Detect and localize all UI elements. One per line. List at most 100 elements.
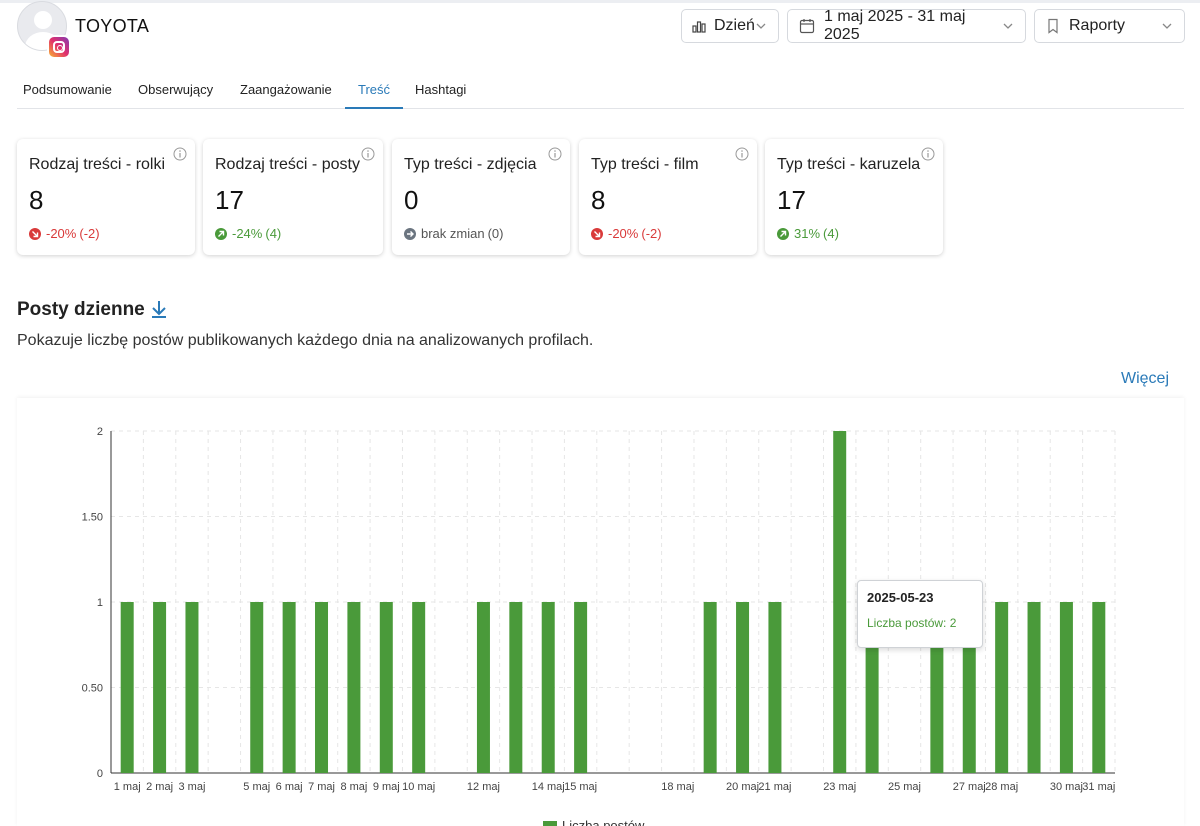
- kpi-card: Rodzaj treści - posty 17 -24% (4): [203, 139, 383, 255]
- daily-posts-chart: 0 0.50 1 1.50 2 1 maj 2 maj 3 maj 5 maj 6 maj 7 ma…: [17, 398, 1184, 826]
- x-tick-label: 8 maj: [340, 781, 367, 793]
- section-description: Pokazuje liczbę postów publikowanych każ…: [17, 332, 594, 349]
- card-change-delta: (0): [487, 226, 504, 241]
- bar-1-maj: [120, 602, 134, 773]
- kpi-card: Typ treści - zdjęcia 0 brak zmian (0): [392, 139, 570, 255]
- card-value: 8: [29, 185, 44, 215]
- card-value: 17: [777, 185, 806, 215]
- reports-select[interactable]: Raporty: [1034, 9, 1185, 43]
- x-tick-label: 7 maj: [308, 781, 335, 793]
- granularity-label: Dzień: [714, 17, 755, 34]
- chart-legend[interactable]: Liczba postów: [543, 818, 644, 826]
- x-tick-label: 5 maj: [243, 781, 270, 793]
- bar-13-maj: [509, 602, 523, 773]
- tab-zaangazowanie[interactable]: Zaangażowanie: [240, 82, 332, 97]
- card-value: 0: [404, 185, 419, 215]
- x-tick-label: 3 maj: [179, 781, 206, 793]
- info-icon[interactable]: [173, 147, 187, 166]
- card-change-pct: -20%: [608, 226, 639, 241]
- reports-label: Raporty: [1069, 17, 1126, 34]
- x-tick-label: 15 maj: [564, 781, 597, 793]
- bar-6-maj: [282, 602, 296, 773]
- bar-10-maj: [412, 602, 426, 773]
- bar-7-maj: [315, 602, 329, 773]
- trend-down-icon: [591, 227, 603, 240]
- card-change-pct: 31%: [794, 226, 821, 241]
- info-icon[interactable]: [361, 147, 375, 166]
- kpi-card: Typ treści - film 8 -20% (-2): [579, 139, 757, 255]
- bar-23-maj: [833, 431, 847, 773]
- bar-19-maj: [703, 602, 717, 773]
- legend-swatch: [543, 820, 557, 826]
- info-icon[interactable]: [735, 147, 749, 166]
- card-title: Typ treści - zdjęcia: [404, 156, 537, 173]
- download-icon[interactable]: [149, 299, 169, 324]
- date-range-label: 1 maj 2025 - 31 maj 2025: [824, 8, 966, 43]
- bar-21-maj: [768, 602, 782, 773]
- x-tick-label: 10 maj: [402, 781, 435, 793]
- tab-hashtagi[interactable]: Hashtagi: [415, 82, 467, 97]
- card-change-delta: (-2): [641, 226, 662, 241]
- instagram-icon: [47, 35, 71, 59]
- chart-tooltip: 2025-05-23 Liczba postów: 2: [857, 580, 983, 648]
- granularity-select[interactable]: Dzień: [681, 9, 779, 43]
- x-tick-label: 28 maj: [985, 781, 1018, 793]
- chevron-down-icon: [1001, 19, 1015, 33]
- card-change: brak zmian (0): [404, 226, 503, 241]
- y-tick-label: 1: [97, 597, 103, 609]
- y-tick-label: 0: [97, 768, 103, 780]
- x-tick-label: 27 maj: [953, 781, 986, 793]
- x-tick-label: 25 maj: [888, 781, 921, 793]
- card-change-delta: (4): [265, 226, 282, 241]
- x-tick-label: 18 maj: [661, 781, 694, 793]
- tab-obserwujacy[interactable]: Obserwujący: [138, 82, 214, 97]
- card-change-delta: (4): [823, 226, 839, 241]
- bar-31-maj: [1092, 602, 1106, 773]
- calendar-icon: [799, 18, 815, 34]
- x-tick-label: 30 maj: [1050, 781, 1083, 793]
- card-change-pct: -24%: [232, 226, 263, 241]
- card-change-pct: -20%: [46, 226, 77, 241]
- info-icon[interactable]: [548, 147, 562, 166]
- x-tick-label: 23 maj: [823, 781, 856, 793]
- card-title: Rodzaj treści - posty: [215, 156, 360, 173]
- y-tick-label: 0.50: [82, 683, 103, 695]
- chevron-down-icon: [1160, 19, 1174, 33]
- profile-name: TOYOTA: [75, 16, 150, 36]
- card-change: -20% (-2): [29, 226, 100, 241]
- x-tick-label: 14 maj: [532, 781, 565, 793]
- kpi-card: Rodzaj treści - rolki 8 -20% (-2): [17, 139, 195, 255]
- x-tick-label: 20 maj: [726, 781, 759, 793]
- bar-20-maj: [736, 602, 750, 773]
- y-tick-label: 1.50: [82, 512, 103, 524]
- card-change: 31% (4): [777, 226, 839, 241]
- tab-podsumowanie[interactable]: Podsumowanie: [23, 82, 112, 97]
- bar-14-maj: [541, 602, 555, 773]
- tab-tresc[interactable]: Treść: [345, 70, 403, 109]
- card-value: 17: [215, 185, 244, 215]
- card-title: Rodzaj treści - rolki: [29, 156, 166, 173]
- tooltip-date: 2025-05-23: [867, 590, 934, 605]
- x-tick-label: 31 maj: [1082, 781, 1115, 793]
- more-link[interactable]: Więcej: [1121, 370, 1170, 387]
- date-range-picker[interactable]: 1 maj 2025 - 31 maj 2025: [787, 8, 1026, 43]
- bookmark-icon: [1046, 18, 1060, 34]
- card-title: Typ treści - film: [591, 156, 699, 173]
- bar-15-maj: [574, 602, 588, 773]
- x-tick-label: 21 maj: [758, 781, 791, 793]
- bar-8-maj: [347, 602, 361, 773]
- y-tick-label: 2: [97, 426, 103, 438]
- tab-bar: Podsumowanie Obserwujący Zaangażowanie T…: [17, 70, 1184, 109]
- x-tick-label: 12 maj: [467, 781, 500, 793]
- x-tick-label: 1 maj: [114, 781, 141, 793]
- card-title: Typ treści - karuzela: [777, 156, 921, 173]
- card-change-delta: (-2): [79, 226, 100, 241]
- trend-up-icon: [777, 227, 789, 240]
- info-icon[interactable]: [921, 147, 935, 166]
- card-value: 8: [591, 185, 606, 215]
- x-tick-label: 2 maj: [146, 781, 173, 793]
- card-change-pct: brak zmian: [421, 226, 485, 241]
- tooltip-value: Liczba postów: 2: [867, 616, 957, 630]
- profile-avatar[interactable]: [17, 1, 71, 59]
